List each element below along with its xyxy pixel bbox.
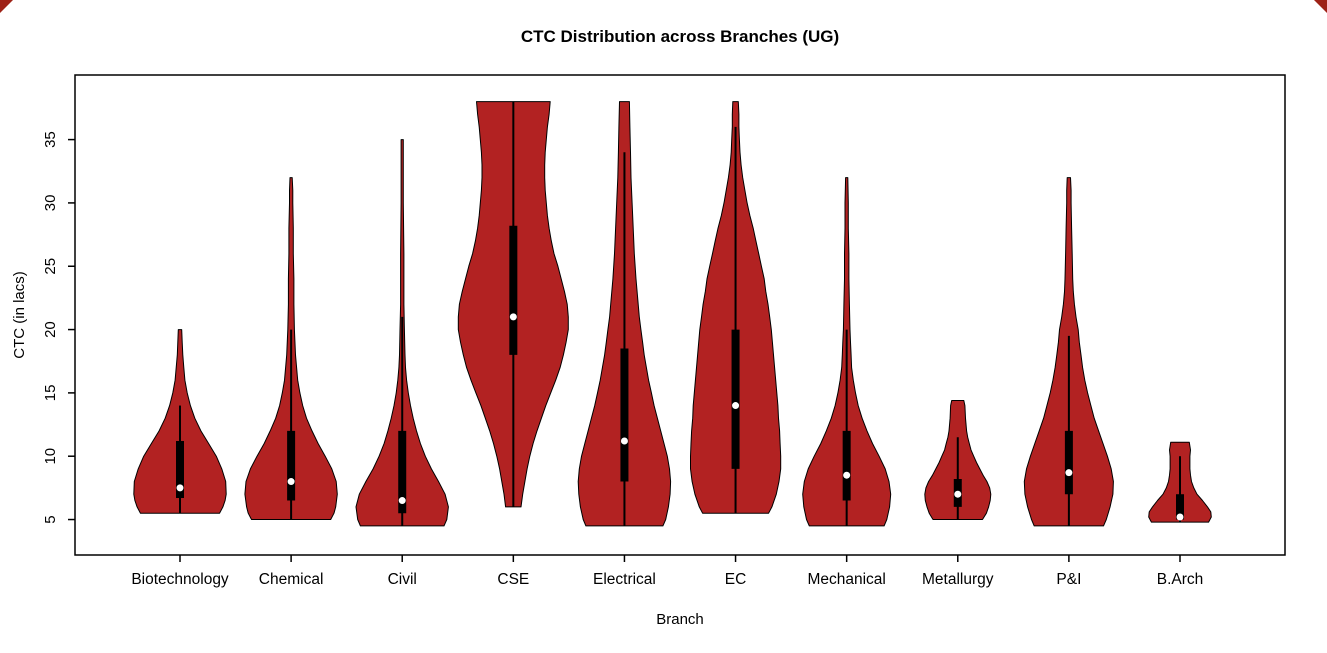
x-tick-label: P&I	[1056, 571, 1081, 588]
x-tick-label: Biotechnology	[131, 571, 229, 588]
y-tick-label: 10	[42, 448, 59, 465]
x-tick-label: Mechanical	[807, 571, 885, 588]
y-tick-label: 35	[42, 131, 59, 148]
median-dot	[620, 437, 628, 445]
median-dot	[954, 490, 962, 498]
median-dot	[1176, 513, 1184, 521]
median-dot	[509, 313, 517, 321]
median-dot	[176, 484, 184, 492]
x-axis-label: Branch	[656, 611, 704, 628]
median-dot	[843, 471, 851, 479]
median-dot	[398, 497, 406, 505]
y-axis-label: CTC (in lacs)	[11, 271, 28, 359]
corner-artifact-left	[0, 0, 13, 13]
median-dot	[732, 402, 740, 410]
corner-artifact-right	[1314, 0, 1327, 13]
y-tick-label: 5	[42, 515, 59, 523]
y-tick-label: 15	[42, 385, 59, 402]
chart-title: CTC Distribution across Branches (UG)	[521, 27, 839, 46]
x-tick-label: EC	[725, 571, 747, 588]
median-dot	[1065, 469, 1073, 477]
x-tick-label: Civil	[388, 571, 417, 588]
x-tick-label: Metallurgy	[922, 571, 994, 588]
x-tick-label: CSE	[497, 571, 529, 588]
plot-border	[74, 74, 1286, 556]
x-tick-label: B.Arch	[1157, 571, 1204, 588]
x-tick-label: Electrical	[593, 571, 656, 588]
y-tick-label: 25	[42, 258, 59, 275]
median-dot	[287, 478, 295, 486]
y-tick-label: 20	[42, 321, 59, 338]
y-tick-label: 30	[42, 195, 59, 212]
x-tick-label: Chemical	[259, 571, 324, 588]
